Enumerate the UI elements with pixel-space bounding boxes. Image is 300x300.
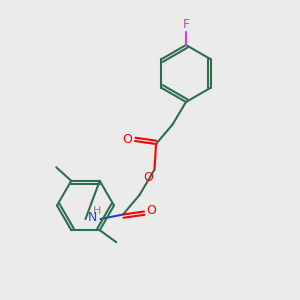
Text: O: O bbox=[147, 203, 156, 217]
Text: O: O bbox=[123, 133, 132, 146]
Text: H: H bbox=[93, 206, 102, 217]
Text: O: O bbox=[144, 171, 153, 184]
Text: F: F bbox=[182, 18, 190, 32]
Text: N: N bbox=[87, 211, 97, 224]
